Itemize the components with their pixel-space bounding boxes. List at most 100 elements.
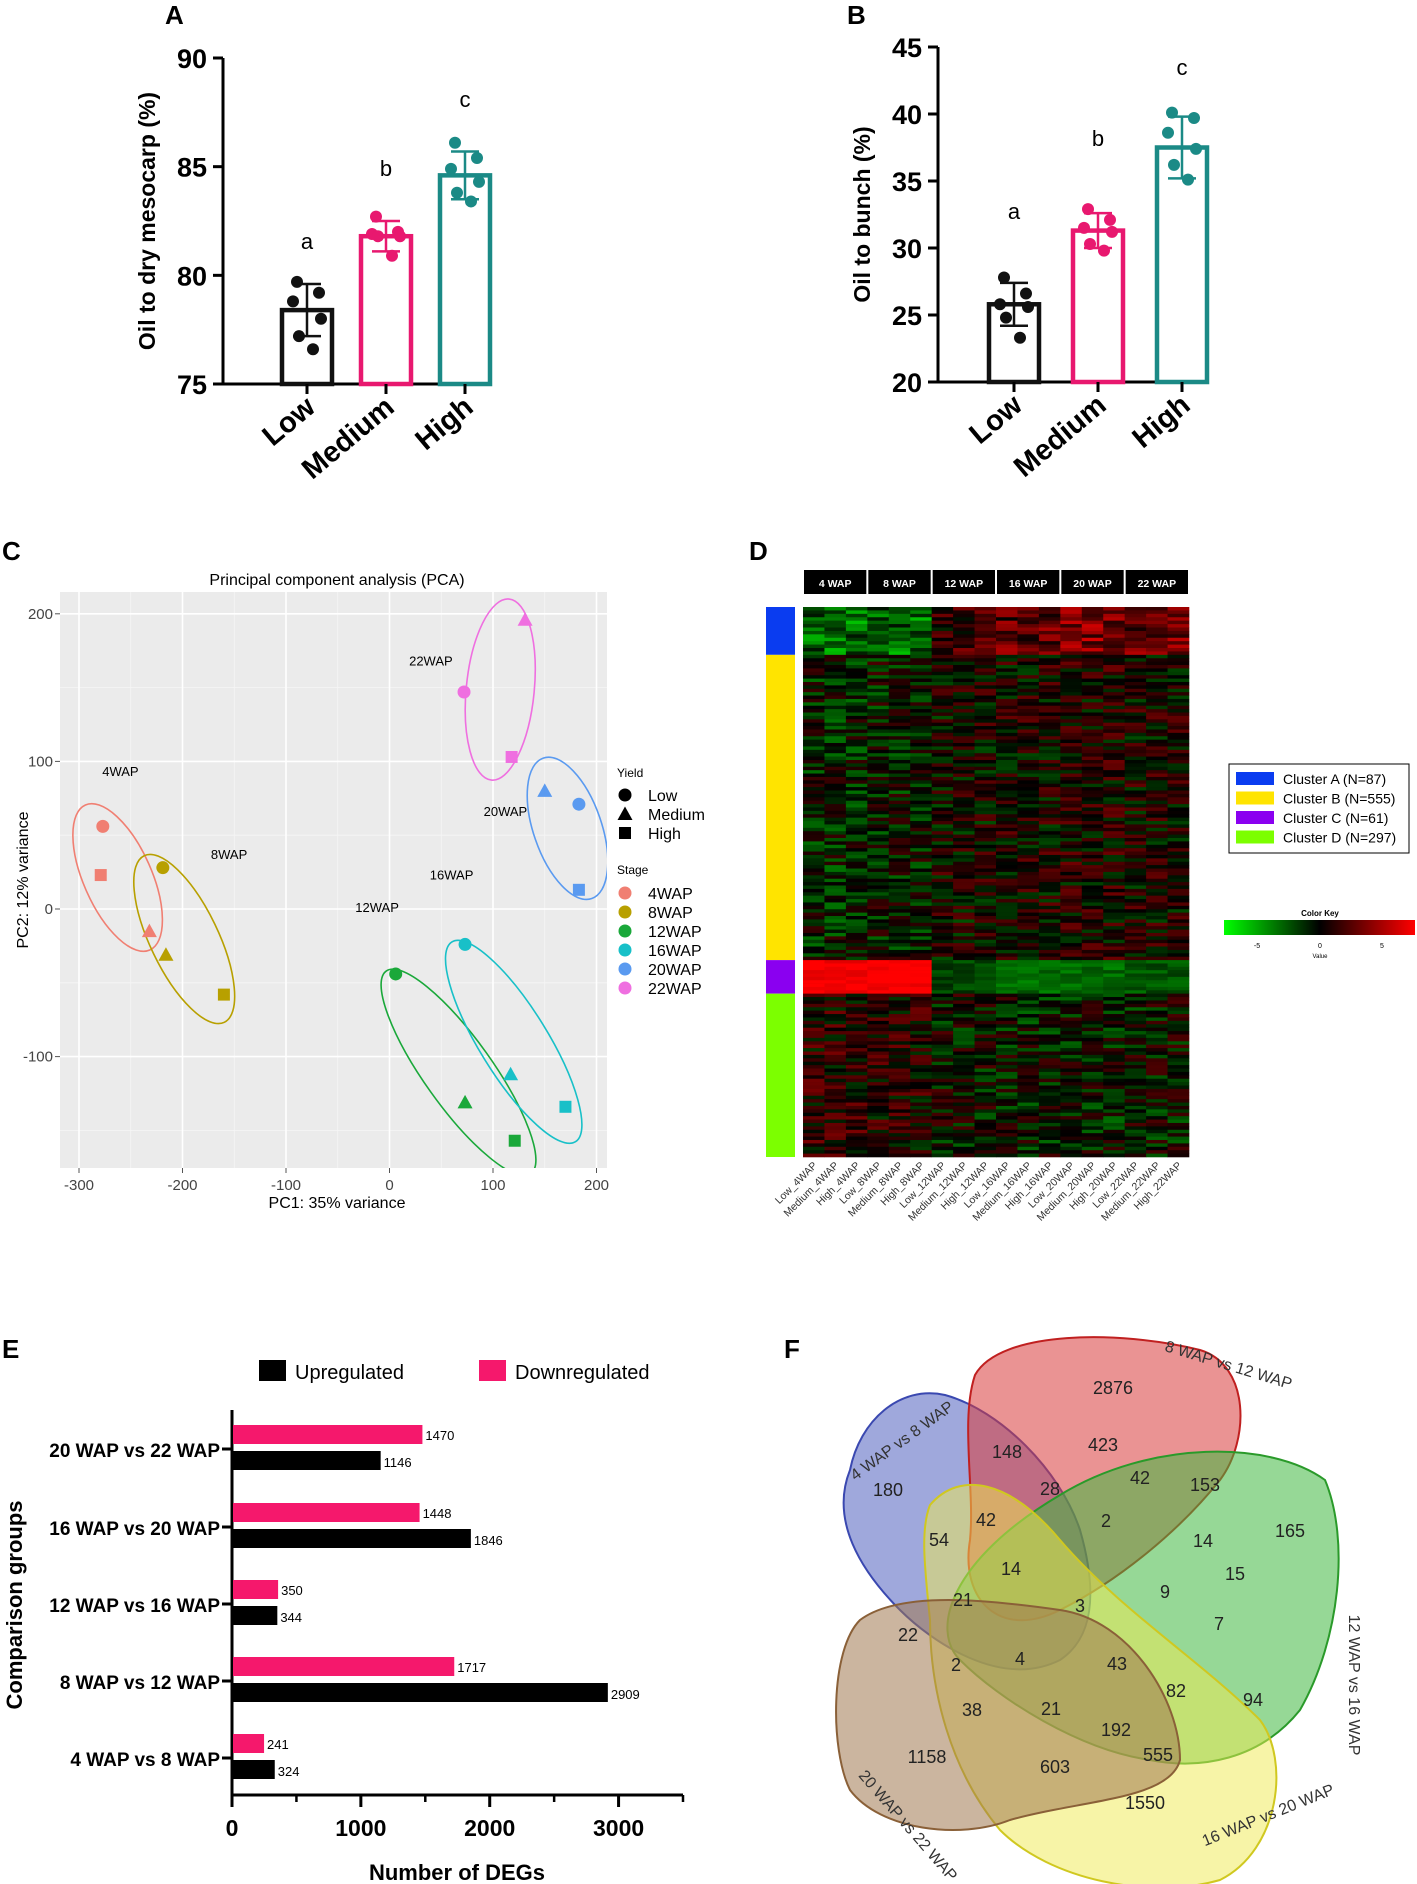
heatmap-cell: [953, 607, 975, 611]
heatmap-cell: [953, 726, 975, 730]
heatmap-cell: [1081, 990, 1104, 994]
heatmap-cell: [1081, 1150, 1104, 1154]
heatmap-cell: [1081, 1003, 1104, 1008]
heatmap-cell: [1146, 916, 1168, 920]
heatmap-cell: [953, 871, 975, 876]
heatmap-cell: [1060, 1071, 1083, 1076]
heatmap-cell: [803, 1150, 825, 1154]
heatmap-cell: [888, 983, 911, 988]
heatmap-cell: [1146, 1153, 1168, 1158]
heatmap-cell: [867, 790, 890, 795]
heatmap-cell: [996, 838, 1018, 842]
heatmap-cell: [1124, 726, 1147, 730]
venn-region-count: 21: [1041, 1699, 1061, 1719]
heatmap-cell: [931, 1014, 954, 1018]
heatmap-cell: [1060, 797, 1083, 801]
heatmap-cell: [824, 831, 847, 835]
heatmap-cell: [974, 926, 997, 930]
heatmap-cell: [867, 834, 890, 839]
heatmap-cell: [953, 1010, 975, 1015]
heatmap-cell: [824, 644, 847, 649]
heatmap-cell: [803, 875, 825, 879]
heatmap-cell: [996, 624, 1018, 628]
heatmap-cell: [1017, 783, 1040, 788]
heatmap-cell: [824, 1031, 847, 1035]
heatmap-cell: [953, 644, 975, 649]
heatmap-cell: [803, 1139, 825, 1144]
heatmap-cell: [996, 1099, 1018, 1103]
color-key-tick: -5: [1254, 943, 1260, 950]
heatmap-cell: [1038, 1061, 1061, 1066]
color-key-tick: 5: [1380, 943, 1384, 950]
heatmap-cell: [1103, 607, 1125, 611]
heatmap-cell: [1081, 620, 1104, 625]
heatmap-cell: [1017, 709, 1040, 713]
heatmap-cell: [1167, 848, 1190, 852]
heatmap-cell: [867, 990, 890, 994]
heatmap-cell: [1017, 1014, 1040, 1018]
heatmap-cell: [931, 634, 954, 639]
heatmap-cell: [1167, 1139, 1190, 1144]
heatmap-cell: [824, 1143, 847, 1148]
heatmap-cell: [1081, 902, 1104, 907]
heatmap-cell: [803, 844, 825, 849]
heatmap-cell: [953, 736, 975, 740]
heatmap-cell: [803, 824, 825, 829]
heatmap-cell: [867, 607, 890, 611]
heatmap-cell: [1060, 756, 1083, 761]
heatmap-cell: [1103, 922, 1125, 927]
heatmap-cell: [953, 661, 975, 666]
venn-region-count: 82: [1166, 1681, 1186, 1701]
heatmap-cell: [1167, 854, 1190, 859]
heatmap-cell: [1103, 993, 1125, 998]
heatmap-cell: [1167, 695, 1190, 700]
venn-region-count: 423: [1088, 1435, 1118, 1455]
point-low: [389, 967, 403, 981]
heatmap-cell: [1017, 871, 1040, 876]
heatmap-cell: [867, 1024, 890, 1028]
heatmap-cell: [1167, 1119, 1190, 1124]
heatmap-cell: [1167, 1102, 1190, 1107]
heatmap-cell: [824, 993, 847, 998]
heatmap-cell: [1038, 854, 1061, 859]
heatmap-cell: [1167, 827, 1190, 832]
heatmap-cell: [1081, 1054, 1104, 1059]
heatmap-cell: [888, 644, 911, 649]
heatmap-cell: [867, 821, 890, 825]
heatmap-cell: [824, 1139, 847, 1144]
heatmap-cell: [974, 1037, 997, 1042]
data-point: [370, 210, 382, 223]
legend-stage-label: 12WAP: [648, 924, 702, 941]
heatmap-cell: [1017, 865, 1040, 869]
heatmap-cell: [867, 1126, 890, 1131]
heatmap-cell: [824, 976, 847, 981]
cluster-legend-swatch: [1236, 772, 1274, 785]
heatmap-cell: [974, 651, 997, 656]
heatmap-cell: [1146, 878, 1168, 883]
heatmap-cell: [953, 1099, 975, 1103]
color-key-tick: 0: [1318, 943, 1322, 950]
heatmap-cell: [803, 1051, 825, 1056]
heatmap-cell: [1017, 678, 1040, 683]
heatmap-cell: [888, 624, 911, 628]
panel-c-pca: -300 -200 -100 0 100 200-1000100200Principal …: [15, 572, 705, 1212]
heatmap-cell: [931, 692, 954, 696]
heatmap-cell: [888, 973, 911, 978]
heatmap-cell: [867, 715, 890, 720]
heatmap-cell: [974, 892, 997, 896]
heatmap-cell: [888, 1007, 911, 1011]
heatmap-cell: [1081, 817, 1104, 822]
heatmap-cell: [996, 844, 1018, 849]
heatmap-cell: [931, 970, 954, 974]
heatmap-cell: [1146, 1116, 1168, 1120]
heatmap-cell: [1124, 746, 1147, 751]
heatmap-cell: [1060, 1088, 1083, 1093]
heatmap-cell: [1103, 858, 1125, 863]
heatmap-cell: [1146, 1010, 1168, 1015]
heatmap-cell: [931, 1003, 954, 1008]
heatmap-cell: [996, 905, 1018, 910]
heatmap-cell: [974, 1061, 997, 1066]
heatmap-cell: [1081, 644, 1104, 649]
heatmap-cell: [1124, 620, 1147, 625]
heatmap-cell: [1017, 739, 1040, 744]
